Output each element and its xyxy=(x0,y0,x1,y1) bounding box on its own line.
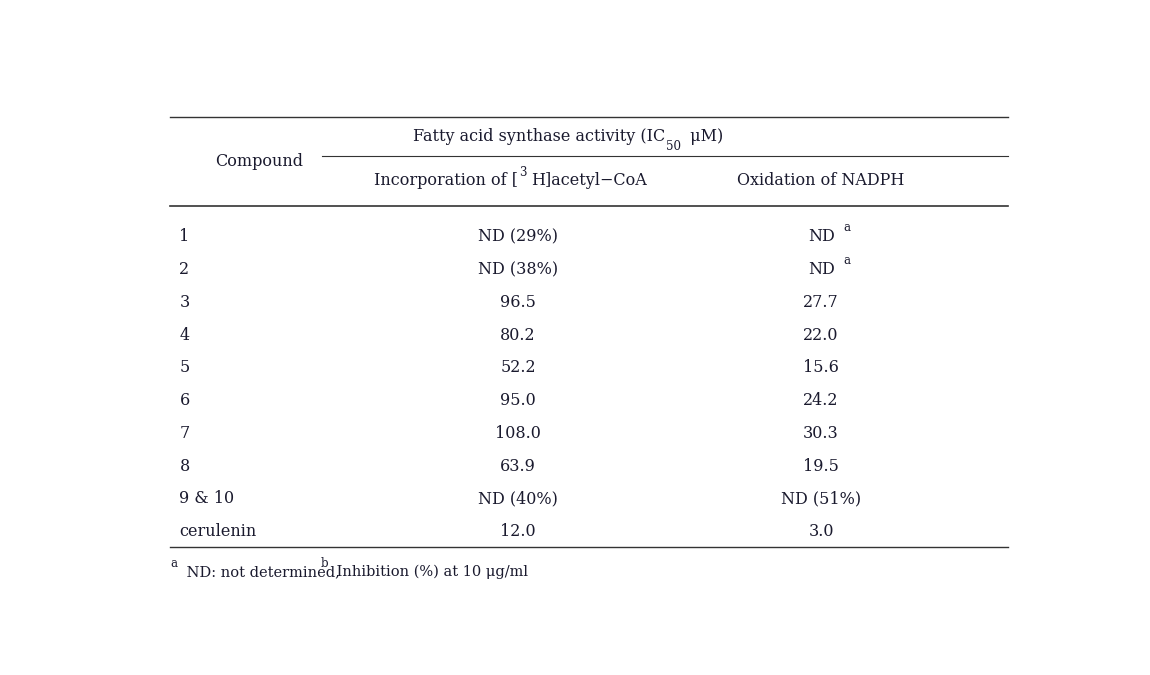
Text: H]acetyl−CoA: H]acetyl−CoA xyxy=(531,172,647,189)
Text: Oxidation of NADPH: Oxidation of NADPH xyxy=(737,172,905,189)
Text: 96.5: 96.5 xyxy=(500,294,536,311)
Text: ND: ND xyxy=(807,261,835,278)
Text: 22.0: 22.0 xyxy=(804,327,838,344)
Text: 8: 8 xyxy=(179,458,190,475)
Text: ND: ND xyxy=(807,228,835,246)
Text: a: a xyxy=(170,558,177,570)
Text: 3: 3 xyxy=(519,165,527,179)
Text: μM): μM) xyxy=(684,128,723,144)
Text: ND: not determined,: ND: not determined, xyxy=(182,565,350,579)
Text: 9 & 10: 9 & 10 xyxy=(179,490,235,508)
Text: 6: 6 xyxy=(179,392,190,409)
Text: 15.6: 15.6 xyxy=(803,359,840,377)
Text: 2: 2 xyxy=(179,261,190,278)
Text: 1: 1 xyxy=(179,228,190,246)
Text: 3: 3 xyxy=(179,294,190,311)
Text: 95.0: 95.0 xyxy=(500,392,536,409)
Text: 3.0: 3.0 xyxy=(808,523,834,540)
Text: a: a xyxy=(843,254,850,267)
Text: cerulenin: cerulenin xyxy=(179,523,256,540)
Text: 52.2: 52.2 xyxy=(500,359,536,377)
Text: Inhibition (%) at 10 μg/ml: Inhibition (%) at 10 μg/ml xyxy=(332,565,528,579)
Text: Compound: Compound xyxy=(215,153,304,170)
Text: 80.2: 80.2 xyxy=(500,327,536,344)
Text: Fatty acid synthase activity (IC: Fatty acid synthase activity (IC xyxy=(413,128,665,144)
Text: 12.0: 12.0 xyxy=(500,523,536,540)
Text: 24.2: 24.2 xyxy=(804,392,838,409)
Text: ND (38%): ND (38%) xyxy=(478,261,558,278)
Text: 5: 5 xyxy=(179,359,190,377)
Text: ND (29%): ND (29%) xyxy=(478,228,558,246)
Text: 30.3: 30.3 xyxy=(803,425,840,442)
Text: a: a xyxy=(843,221,850,234)
Text: 4: 4 xyxy=(179,327,190,344)
Text: ND (51%): ND (51%) xyxy=(781,490,861,508)
Text: 19.5: 19.5 xyxy=(803,458,840,475)
Text: 108.0: 108.0 xyxy=(496,425,540,442)
Text: ND (40%): ND (40%) xyxy=(478,490,558,508)
Text: 63.9: 63.9 xyxy=(500,458,536,475)
Text: 50: 50 xyxy=(666,140,681,153)
Text: Incorporation of [: Incorporation of [ xyxy=(374,172,519,189)
Text: b: b xyxy=(320,558,328,570)
Text: 7: 7 xyxy=(179,425,190,442)
Text: 27.7: 27.7 xyxy=(803,294,840,311)
